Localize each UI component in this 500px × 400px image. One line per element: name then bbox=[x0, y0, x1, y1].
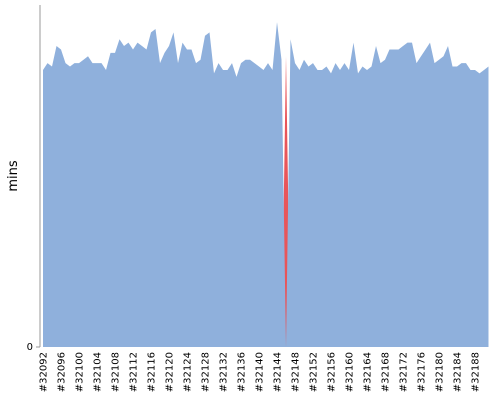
x-tick-label: #32096 bbox=[57, 352, 68, 392]
x-tick-label: #32140 bbox=[255, 352, 266, 392]
x-tick-label: #32152 bbox=[309, 352, 320, 392]
x-tick-label: #32144 bbox=[273, 352, 284, 392]
x-tick-label: #32136 bbox=[237, 352, 248, 392]
y-axis-label: mins bbox=[6, 160, 21, 192]
x-tick-label: #32100 bbox=[75, 352, 86, 392]
x-tick-label: #32104 bbox=[93, 352, 104, 392]
x-tick-label: #32128 bbox=[201, 352, 212, 392]
x-tick-label: #32156 bbox=[327, 352, 338, 392]
x-tick-label: #32160 bbox=[345, 352, 356, 392]
x-tick-label: #32164 bbox=[363, 352, 374, 392]
x-tick-label: #32116 bbox=[147, 352, 158, 392]
area bbox=[43, 22, 489, 347]
x-tick-label: #32176 bbox=[417, 352, 428, 392]
x-tick-label: #32092 bbox=[39, 352, 50, 392]
x-tick-label: #32120 bbox=[165, 352, 176, 392]
x-tick-label: #32184 bbox=[453, 352, 464, 392]
y-tick-label: 0 bbox=[27, 342, 33, 353]
x-tick-label: #32132 bbox=[219, 352, 230, 392]
x-tick-label: #32180 bbox=[435, 352, 446, 392]
x-tick-label: #32188 bbox=[471, 352, 482, 392]
x-tick-label: #32124 bbox=[183, 352, 194, 392]
x-tick-label: #32172 bbox=[399, 352, 410, 392]
x-tick-label: #32148 bbox=[291, 352, 302, 392]
x-tick-label: #32112 bbox=[129, 352, 140, 392]
x-tick-label: #32168 bbox=[381, 352, 392, 392]
x-tick-label: #32108 bbox=[111, 352, 122, 392]
